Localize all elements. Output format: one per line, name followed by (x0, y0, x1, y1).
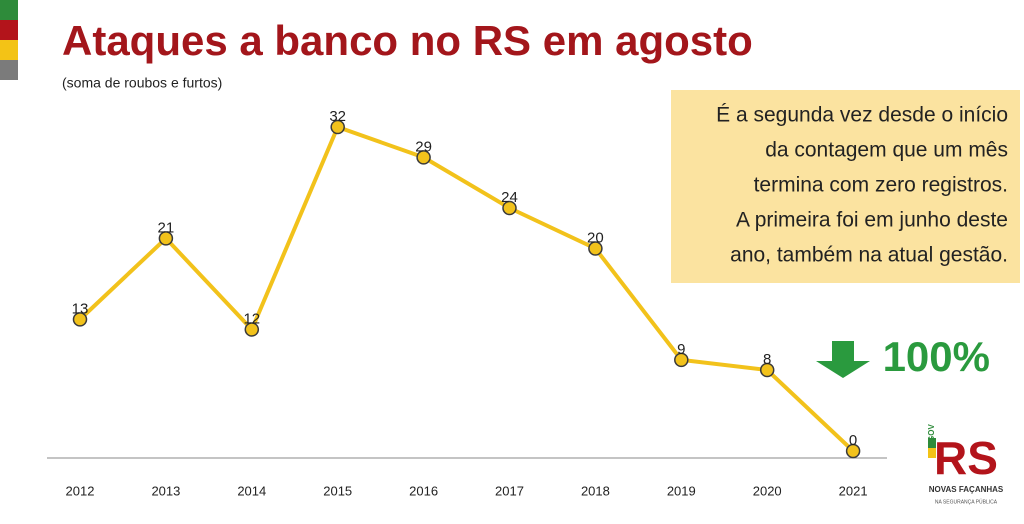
logo-name: NOVAS FAÇANHAS (929, 485, 1004, 494)
value-label: 8 (763, 351, 771, 368)
point (330, 119, 345, 135)
stripe (0, 0, 18, 20)
logo-tagline: NA SEGURANÇA PÚBLICA (935, 498, 998, 505)
annotation-line: ano, também na atual gestão. (730, 244, 1008, 267)
chart-title: Ataques a banco no RS em agosto (62, 17, 753, 64)
point (759, 362, 775, 378)
value-label: 13 (72, 300, 89, 317)
logo-gov: GOV (927, 424, 936, 442)
down-arrow (816, 341, 870, 378)
x-tick-label: 2015 (323, 483, 352, 498)
x-tick-label: 2016 (409, 483, 438, 498)
x-tick-label: 2019 (667, 483, 696, 498)
annotation-box (671, 90, 1020, 283)
point (158, 231, 174, 246)
value-label: 0 (849, 432, 857, 449)
stripe (0, 40, 18, 60)
annotation-line: da contagem que um mês (765, 139, 1008, 162)
value-label: 9 (677, 341, 685, 358)
chart-subtitle: (soma de roubos e furtos) (62, 75, 222, 91)
annotation: É a segunda vez desde o início da contage… (716, 104, 1008, 267)
stripe (0, 20, 18, 40)
x-tick-label: 2013 (151, 483, 180, 498)
x-tick-label: 2020 (753, 483, 782, 498)
point (72, 312, 88, 327)
logo: GOV RS NOVAS FAÇANHAS NA SEGURANÇA PÚBLI… (927, 424, 1004, 506)
annotation-line: É a segunda vez desde o início (716, 104, 1008, 127)
line (78, 124, 855, 453)
value-label: 21 (158, 219, 175, 236)
value-label: 32 (329, 108, 346, 125)
value-label: 12 (243, 310, 260, 327)
annotation-line: termina com zero registros. (754, 174, 1008, 197)
point (674, 352, 689, 368)
point (244, 322, 260, 337)
annotation-line: A primeira foi em junho deste (736, 209, 1008, 232)
logo-stripe (928, 448, 936, 458)
logo-mark: RS (934, 432, 998, 484)
logo-stripe (928, 438, 936, 448)
value-label: 20 (587, 229, 604, 246)
callout: 100% (883, 333, 990, 380)
point (416, 150, 431, 165)
stripe (0, 60, 18, 80)
x-tick-label: 2014 (237, 483, 266, 498)
point (845, 443, 861, 459)
value-label: 24 (501, 189, 518, 206)
x-tick-label: 2012 (66, 483, 95, 498)
point (502, 200, 517, 216)
x-tick-label: 2017 (495, 483, 524, 498)
x-tick-label: 2018 (581, 483, 610, 498)
point (588, 241, 603, 256)
x-tick-label: 2021 (839, 483, 868, 498)
value-label: 29 (415, 138, 432, 155)
